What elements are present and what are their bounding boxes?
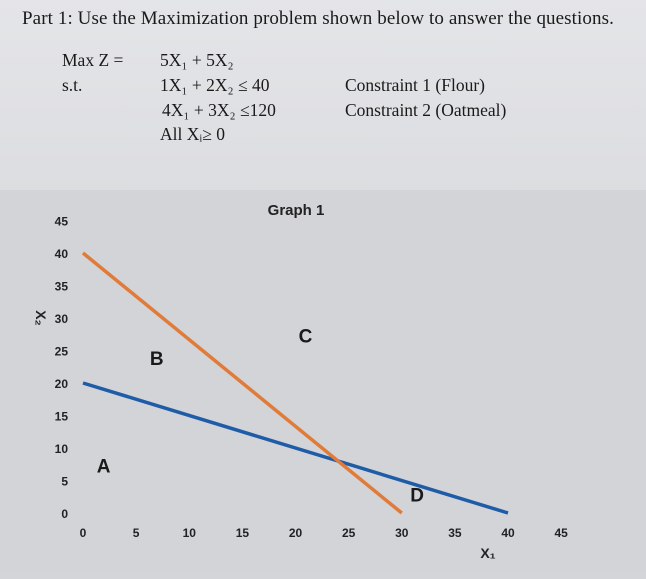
subject-to-label: s.t. — [62, 75, 83, 95]
y-tick-label: 20 — [55, 377, 69, 391]
y-tick-label: 35 — [55, 280, 69, 294]
region-label-b: B — [150, 349, 164, 370]
constraint-lines — [81, 251, 509, 515]
constraint-line-1 — [82, 381, 509, 515]
x-tick-label: 30 — [395, 526, 409, 540]
part-heading: Part 1: Use the Maximization problem sho… — [22, 8, 614, 29]
y-tick-label: 0 — [61, 507, 68, 521]
x-tick-label: 0 — [80, 526, 87, 540]
y-tick-label: 40 — [55, 247, 69, 261]
y-tick-label: 25 — [55, 345, 69, 359]
nonnegativity-constraint: All Xᵢ≥ 0 — [160, 124, 225, 144]
chart-background — [0, 190, 646, 574]
x-tick-label: 40 — [501, 526, 515, 540]
objective-label: Max Z = — [62, 50, 124, 70]
x-tick-label: 45 — [554, 526, 568, 540]
x-tick-label: 15 — [236, 526, 250, 540]
y-axis-label: X₂ — [33, 310, 49, 326]
region-label-d: D — [410, 486, 424, 507]
x-axis-label: X₁ — [480, 545, 495, 561]
x-tick-label: 20 — [289, 526, 303, 540]
y-tick-labels: 0 5 10 15 20 25 30 35 40 45 — [55, 215, 69, 522]
graph-1: Graph 1 X₂ X₁ 0 5 10 15 20 25 30 35 40 45 0 5 10 15 2… — [0, 190, 646, 579]
constraint-2-name: Constraint 2 (Oatmeal) — [345, 100, 507, 120]
x-tick-label: 25 — [342, 526, 356, 540]
constraint-2-expression: 4X₁ + 3X₂ ≤120 — [162, 100, 276, 120]
y-tick-label: 10 — [55, 442, 69, 456]
y-tick-label: 15 — [55, 410, 69, 424]
constraint-1-name: Constraint 1 (Flour) — [345, 75, 485, 95]
feasible-region-chart: Graph 1 X₂ X₁ 0 5 10 15 20 25 30 35 40 45 0 5 10 15 2… — [0, 190, 646, 574]
chart-title: Graph 1 — [268, 202, 325, 219]
objective-expression: 5X₁ + 5X₂ — [160, 50, 234, 70]
x-tick-labels: 0 5 10 15 20 25 30 35 40 45 — [80, 526, 568, 540]
x-tick-label: 10 — [183, 526, 197, 540]
region-label-a: A — [97, 456, 111, 477]
x-tick-label: 35 — [448, 526, 462, 540]
y-tick-label: 45 — [55, 215, 69, 229]
region-label-c: C — [299, 326, 313, 347]
constraint-1-expression: 1X₁ + 2X₂ ≤ 40 — [160, 75, 270, 95]
region-labels: A B C D — [97, 326, 424, 506]
y-tick-label: 5 — [61, 475, 68, 489]
x-tick-label: 5 — [133, 526, 140, 540]
problem-panel — [0, 0, 646, 195]
constraint-line-2 — [81, 251, 403, 515]
y-tick-label: 30 — [55, 312, 69, 326]
